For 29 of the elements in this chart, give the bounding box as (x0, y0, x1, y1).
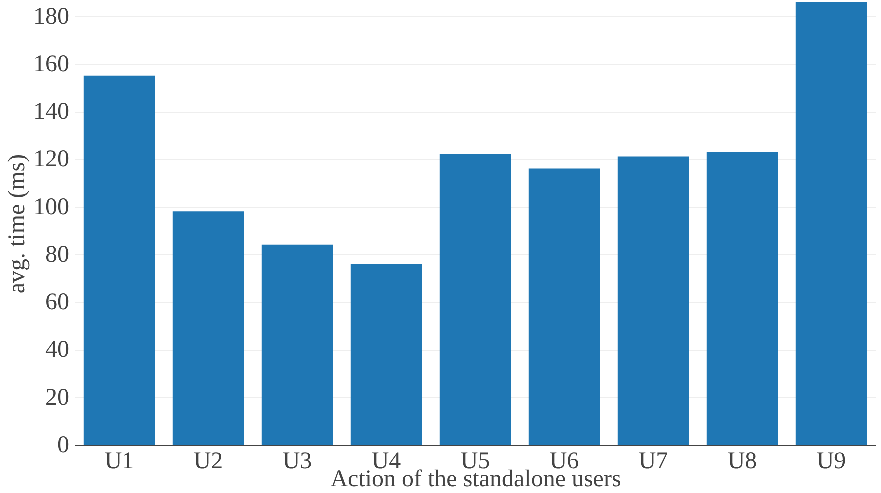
y-tick-label: 80 (46, 242, 70, 268)
y-tick-label: 60 (46, 290, 70, 316)
bar (440, 154, 512, 445)
x-tick-label: U8 (728, 448, 758, 474)
bar (796, 2, 868, 445)
y-axis-title: avg. time (ms) (4, 154, 30, 294)
x-tick-label: U4 (372, 448, 402, 474)
y-tick-label: 160 (34, 51, 70, 78)
y-tick-label: 140 (34, 99, 70, 126)
bar (528, 168, 600, 445)
x-tick-label: U1 (104, 448, 134, 474)
y-tick-label: 40 (46, 337, 70, 364)
bar (84, 76, 156, 445)
x-tick-label: U9 (816, 448, 846, 474)
x-tick-label: U3 (282, 448, 312, 474)
bar (618, 156, 690, 445)
y-tick-label: 100 (34, 194, 70, 220)
x-tick-label: U7 (638, 448, 668, 474)
x-tick-label: U6 (550, 448, 580, 474)
x-tick-label: U5 (460, 448, 490, 474)
bar (262, 244, 334, 445)
y-tick-label: 0 (58, 432, 70, 458)
x-tick-label: U2 (194, 448, 224, 474)
y-tick-label: 120 (34, 146, 70, 173)
bar (706, 152, 778, 445)
y-tick-label: 180 (34, 4, 70, 30)
y-tick-label: 20 (46, 384, 70, 411)
bar (172, 212, 244, 445)
bar (350, 264, 422, 445)
